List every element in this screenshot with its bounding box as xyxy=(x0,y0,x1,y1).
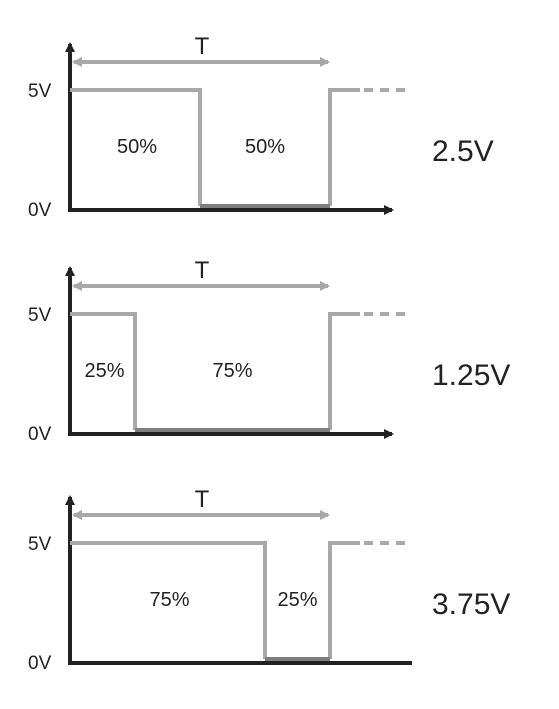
average-voltage-label: 2.5V xyxy=(432,135,494,168)
low-voltage-label: 0V xyxy=(28,653,52,674)
low-duty-label: 50% xyxy=(245,136,285,158)
average-voltage-label: 3.75V xyxy=(432,588,510,621)
low-voltage-label: 0V xyxy=(28,200,52,221)
period-label: T xyxy=(195,33,210,60)
high-duty-label: 75% xyxy=(149,589,189,611)
pwm-signal xyxy=(70,312,360,430)
pwm-signal xyxy=(70,541,360,659)
low-duty-label: 25% xyxy=(277,589,317,611)
high-voltage-label: 5V xyxy=(28,305,52,326)
average-voltage-label: 1.25V xyxy=(432,359,510,392)
pwm-panel-50-percent: T 5V 0V 50% 50% 2.5V xyxy=(28,33,494,221)
low-voltage-label: 0V xyxy=(28,424,52,445)
pwm-panel-75-percent: T 5V 0V 75% 25% 3.75V xyxy=(28,486,510,674)
high-duty-label: 50% xyxy=(117,136,157,158)
pwm-signal xyxy=(70,88,360,206)
period-label: T xyxy=(195,257,210,284)
low-duty-label: 75% xyxy=(212,360,252,382)
period-label: T xyxy=(195,486,210,513)
high-voltage-label: 5V xyxy=(28,534,52,555)
high-voltage-label: 5V xyxy=(28,81,52,102)
high-duty-label: 25% xyxy=(84,360,124,382)
pwm-panel-25-percent: T 5V 0V 25% 75% 1.25V xyxy=(28,257,510,445)
